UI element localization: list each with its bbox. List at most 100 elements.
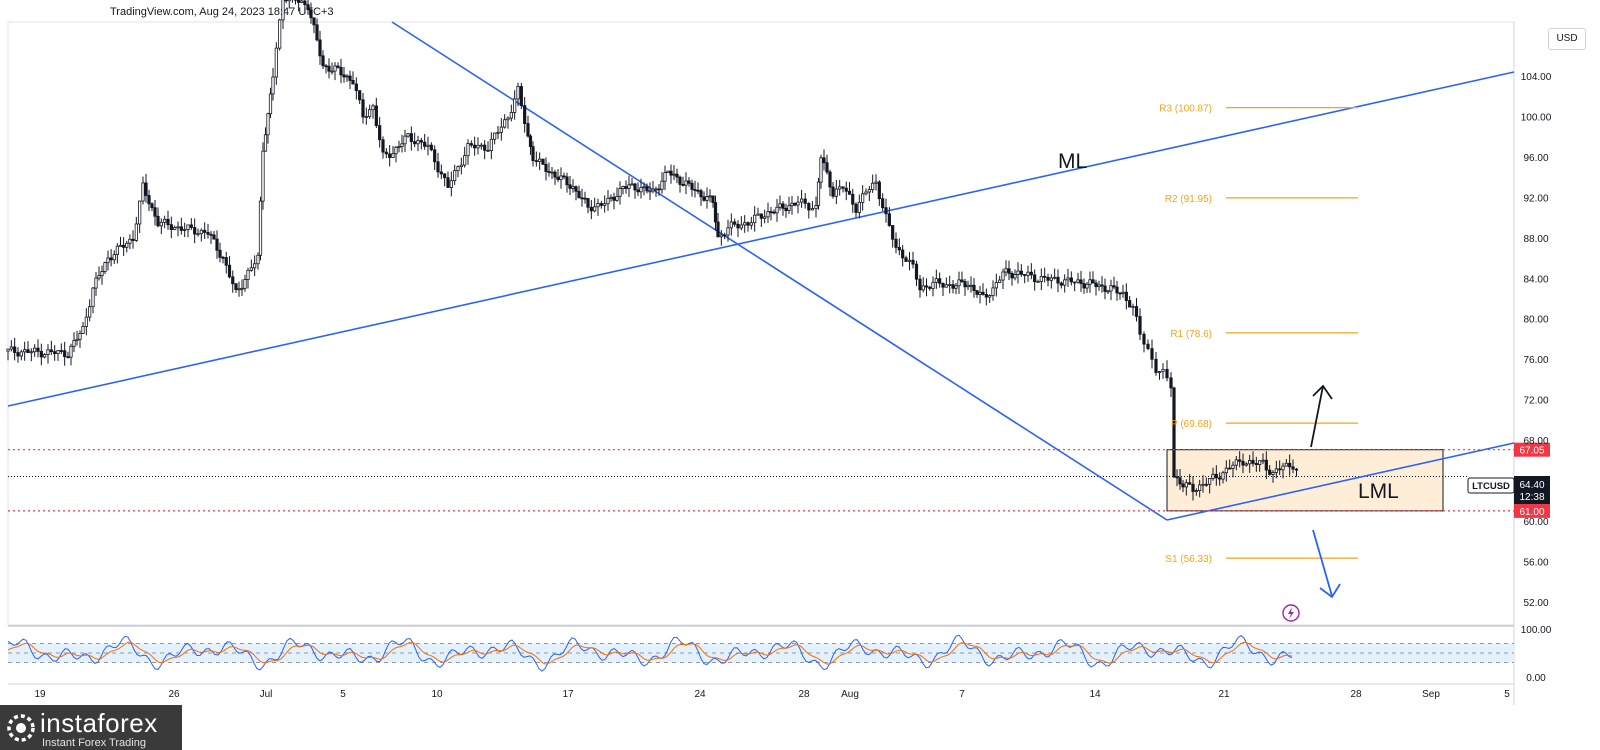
candle-body	[705, 196, 709, 201]
candle-body	[838, 186, 842, 190]
candle-body	[606, 197, 610, 205]
candle-body	[951, 284, 955, 289]
candle-body	[834, 188, 838, 197]
candle-body	[654, 188, 658, 191]
candle-body	[1103, 285, 1107, 292]
candle-body	[1043, 275, 1047, 278]
candle-body	[681, 184, 685, 186]
candle-body	[708, 195, 712, 198]
candle-body	[261, 150, 265, 202]
candle-body	[1066, 277, 1070, 281]
candle-body	[309, 9, 313, 19]
candle-body	[221, 256, 225, 259]
candle-body	[63, 350, 67, 358]
candle-body	[1073, 281, 1077, 284]
median-line-ml[interactable]	[7, 71, 1515, 407]
time-tick-label: 7	[959, 689, 965, 700]
time-tick-label: Sep	[1422, 689, 1440, 700]
candle-body	[901, 249, 905, 259]
candle-body	[593, 206, 597, 212]
instaforex-gear-icon	[7, 714, 35, 742]
candle-body	[565, 176, 569, 186]
up-arrow	[1310, 384, 1333, 448]
pivot-label: R1 (78.6)	[1170, 329, 1212, 340]
candle-body	[1023, 274, 1027, 276]
candle-body	[246, 269, 250, 280]
price-tick-label: 68.00	[1523, 436, 1548, 447]
candle-body	[550, 171, 554, 174]
candle-body	[186, 224, 190, 230]
last-price-label: 64.40	[1519, 480, 1544, 491]
candle-body	[147, 195, 151, 205]
candle-body	[1244, 463, 1248, 466]
candle-body	[636, 189, 640, 193]
candle-body	[268, 93, 273, 115]
candle-body	[196, 233, 200, 236]
candle-body	[1121, 291, 1125, 294]
candle-body	[621, 186, 625, 189]
candle-body	[224, 257, 228, 266]
candle-body	[266, 113, 270, 136]
candle-body	[844, 187, 848, 192]
candle-body	[648, 190, 652, 193]
candle-body	[1198, 484, 1202, 491]
candle-body	[796, 201, 800, 206]
candle-body	[559, 175, 563, 180]
candle-body	[766, 211, 770, 218]
candle-body	[583, 197, 587, 200]
candle-body	[297, 0, 301, 3]
candle-body	[972, 284, 976, 291]
candle-body	[439, 171, 443, 175]
candle-body	[378, 125, 382, 141]
candle-body	[303, 0, 307, 6]
candle-body	[1241, 460, 1245, 466]
candle-body	[934, 278, 938, 283]
time-tick-label: 24	[694, 689, 706, 700]
candle-body	[128, 238, 132, 244]
candle-body	[1291, 466, 1295, 470]
flash-icon[interactable]	[1282, 604, 1300, 622]
candle-body	[633, 183, 637, 191]
candle-body	[156, 215, 160, 227]
candle-body	[446, 177, 450, 188]
candle-body	[1088, 279, 1092, 285]
downtrend-line[interactable]	[391, 21, 1168, 521]
candle-body	[321, 55, 325, 67]
candle-body	[998, 279, 1002, 283]
candle-body	[84, 316, 88, 327]
candle-body	[1085, 283, 1089, 289]
candle-body	[1007, 268, 1011, 274]
candle-body	[1112, 285, 1116, 288]
candle-body	[954, 285, 958, 289]
candle-body	[406, 133, 410, 137]
candle-body	[1053, 276, 1057, 279]
candle-body	[499, 126, 503, 133]
candle-body	[141, 182, 145, 202]
candle-body	[666, 170, 670, 173]
candle-body	[394, 146, 398, 155]
lower-median-line-lml[interactable]	[1166, 442, 1515, 521]
candle-body	[1208, 478, 1212, 485]
candle-body	[931, 281, 935, 289]
candle-body	[793, 202, 797, 206]
candle-body	[877, 181, 881, 200]
instaforex-logo: instaforex Instant Forex Trading	[0, 705, 182, 750]
candle-body	[609, 196, 613, 199]
pivot-label: P (69.68)	[1171, 419, 1212, 430]
rsi-tick-label: 0.00	[1526, 673, 1546, 684]
candle-body	[456, 166, 460, 172]
candle-body	[615, 195, 619, 201]
candle-body	[1181, 483, 1185, 488]
price-tick-label: 80.00	[1523, 315, 1548, 326]
candle-body	[29, 351, 33, 354]
candle-body	[13, 346, 17, 353]
candle-body	[746, 222, 750, 226]
candle-body	[1184, 482, 1188, 488]
candle-body	[358, 90, 362, 101]
currency-button[interactable]: USD	[1548, 28, 1586, 50]
candle-body	[94, 277, 98, 289]
candle-body	[327, 65, 331, 72]
candle-body	[400, 143, 404, 147]
